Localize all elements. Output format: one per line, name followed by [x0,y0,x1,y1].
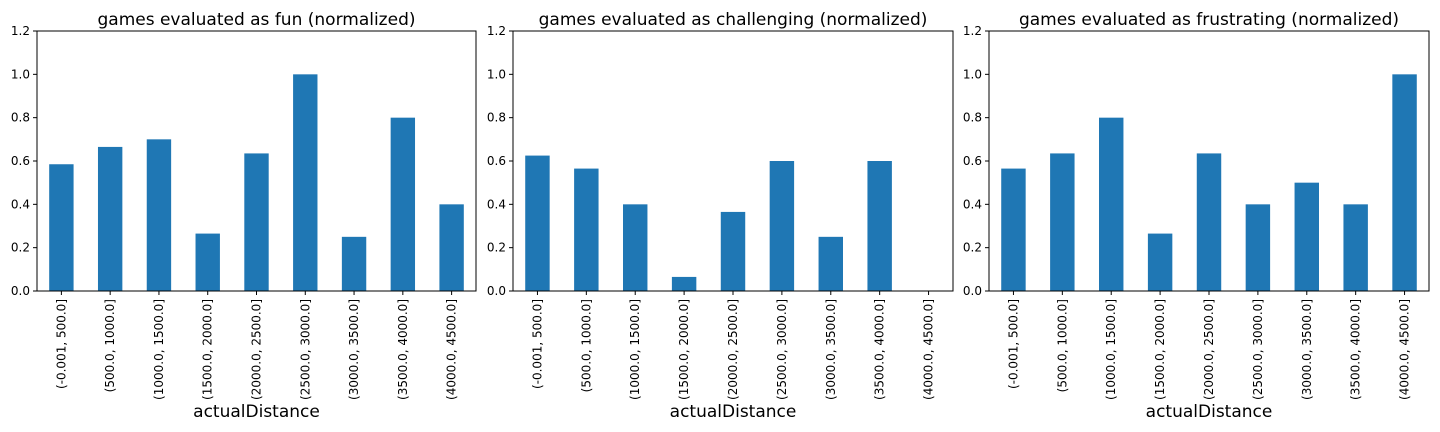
bar [769,161,795,291]
bar [1001,168,1026,291]
x-tick-label: (-0.001, 500.0] [530,299,544,389]
y-tick-label: 0.6 [963,154,982,168]
x-tick-label: (3500.0, 4000.0] [873,299,887,400]
y-tick-label: 0.8 [487,111,506,125]
x-tick-label: (3000.0, 3500.0] [347,299,361,400]
x-tick-label: (4000.0, 4500.0] [922,299,936,400]
x-tick-label: (500.0, 1000.0] [579,299,593,392]
y-tick-label: 0.2 [11,241,30,255]
bar [390,117,416,292]
chart-panel-2: games evaluated as challenging (normaliz… [487,10,954,422]
x-tick-label: (1000.0, 1500.0] [152,299,166,400]
x-tick-label: (1000.0, 1500.0] [1104,299,1118,400]
bar [49,164,74,291]
plot-frame [988,30,1430,292]
x-tick-label: (1000.0, 1500.0] [628,299,642,400]
x-tick-label: (3000.0, 3500.0] [1300,299,1314,400]
bar [1050,153,1075,291]
bar [1147,233,1173,291]
x-tick-label: (-0.001, 500.0] [1006,299,1020,389]
x-tick-label: (-0.001, 500.0] [54,299,68,389]
chart-title: games evaluated as fun (normalized) [97,10,415,30]
bar [867,161,892,291]
bar [1294,182,1319,291]
chart-title: games evaluated as challenging (normaliz… [539,10,928,30]
plot-frame [36,30,477,292]
x-tick-label: (3000.0, 3500.0] [824,299,838,400]
y-tick-label: 0.2 [487,241,506,255]
y-tick-label: 1.2 [11,24,30,38]
bar [671,276,697,291]
y-tick-label: 0.0 [487,284,506,298]
x-tick-label: (4000.0, 4500.0] [445,299,459,400]
bar [293,74,318,291]
x-tick-label: (2000.0, 2500.0] [726,299,740,400]
x-tick-label: (1500.0, 2000.0] [677,299,691,400]
y-tick-label: 1.0 [487,67,506,81]
bar [146,139,172,291]
y-tick-label: 0.0 [11,284,30,298]
y-tick-label: 0.6 [487,154,506,168]
y-tick-label: 0.8 [11,111,30,125]
x-tick-label: (4000.0, 4500.0] [1398,299,1412,400]
y-tick-label: 0.2 [963,241,982,255]
bar [525,155,550,291]
x-tick-label: (500.0, 1000.0] [1055,299,1069,392]
y-tick-label: 0.6 [11,154,30,168]
bar [720,211,746,291]
bar [1392,74,1417,291]
chart-panel-1: games evaluated as fun (normalized) 0.0 0.… [11,10,477,422]
y-tick-label: 0.4 [487,197,506,211]
x-tick-label: (3500.0, 4000.0] [396,299,410,400]
x-axis-label: actualDistance [193,402,320,422]
y-tick-label: 1.0 [11,67,30,81]
y-tick-label: 0.4 [11,197,30,211]
x-tick-label: (500.0, 1000.0] [103,299,117,392]
chart-title: games evaluated as frustrating (normaliz… [1019,10,1399,30]
bar [818,236,843,291]
x-tick-label: (2500.0, 3000.0] [298,299,312,400]
bar [1196,153,1222,291]
chart-panel-3: games evaluated as frustrating (normaliz… [963,10,1430,422]
x-tick-label: (3500.0, 4000.0] [1349,299,1363,400]
x-axis-label: actualDistance [670,402,797,422]
x-tick-label: (2000.0, 2500.0] [250,299,264,400]
bar [623,204,648,291]
y-tick-label: 0.4 [963,197,982,211]
y-tick-label: 0.0 [963,284,982,298]
y-tick-label: 0.8 [963,111,982,125]
x-tick-label: (1500.0, 2000.0] [1153,299,1167,400]
bar [244,153,269,291]
bar [574,168,599,291]
bar [97,146,123,291]
x-tick-label: (2500.0, 3000.0] [775,299,789,400]
bar [1099,117,1124,292]
x-axis-label: actualDistance [1146,402,1273,422]
bar [341,236,367,291]
bar [1343,204,1368,291]
plot-frame [512,30,954,292]
x-tick-label: (2500.0, 3000.0] [1251,299,1265,400]
bar [195,233,220,291]
bar [439,204,464,291]
y-tick-label: 1.2 [963,24,982,38]
bar [1245,204,1271,291]
y-tick-label: 1.0 [963,67,982,81]
x-tick-label: (2000.0, 2500.0] [1202,299,1216,400]
y-tick-label: 1.2 [487,24,506,38]
x-tick-label: (1500.0, 2000.0] [201,299,215,400]
